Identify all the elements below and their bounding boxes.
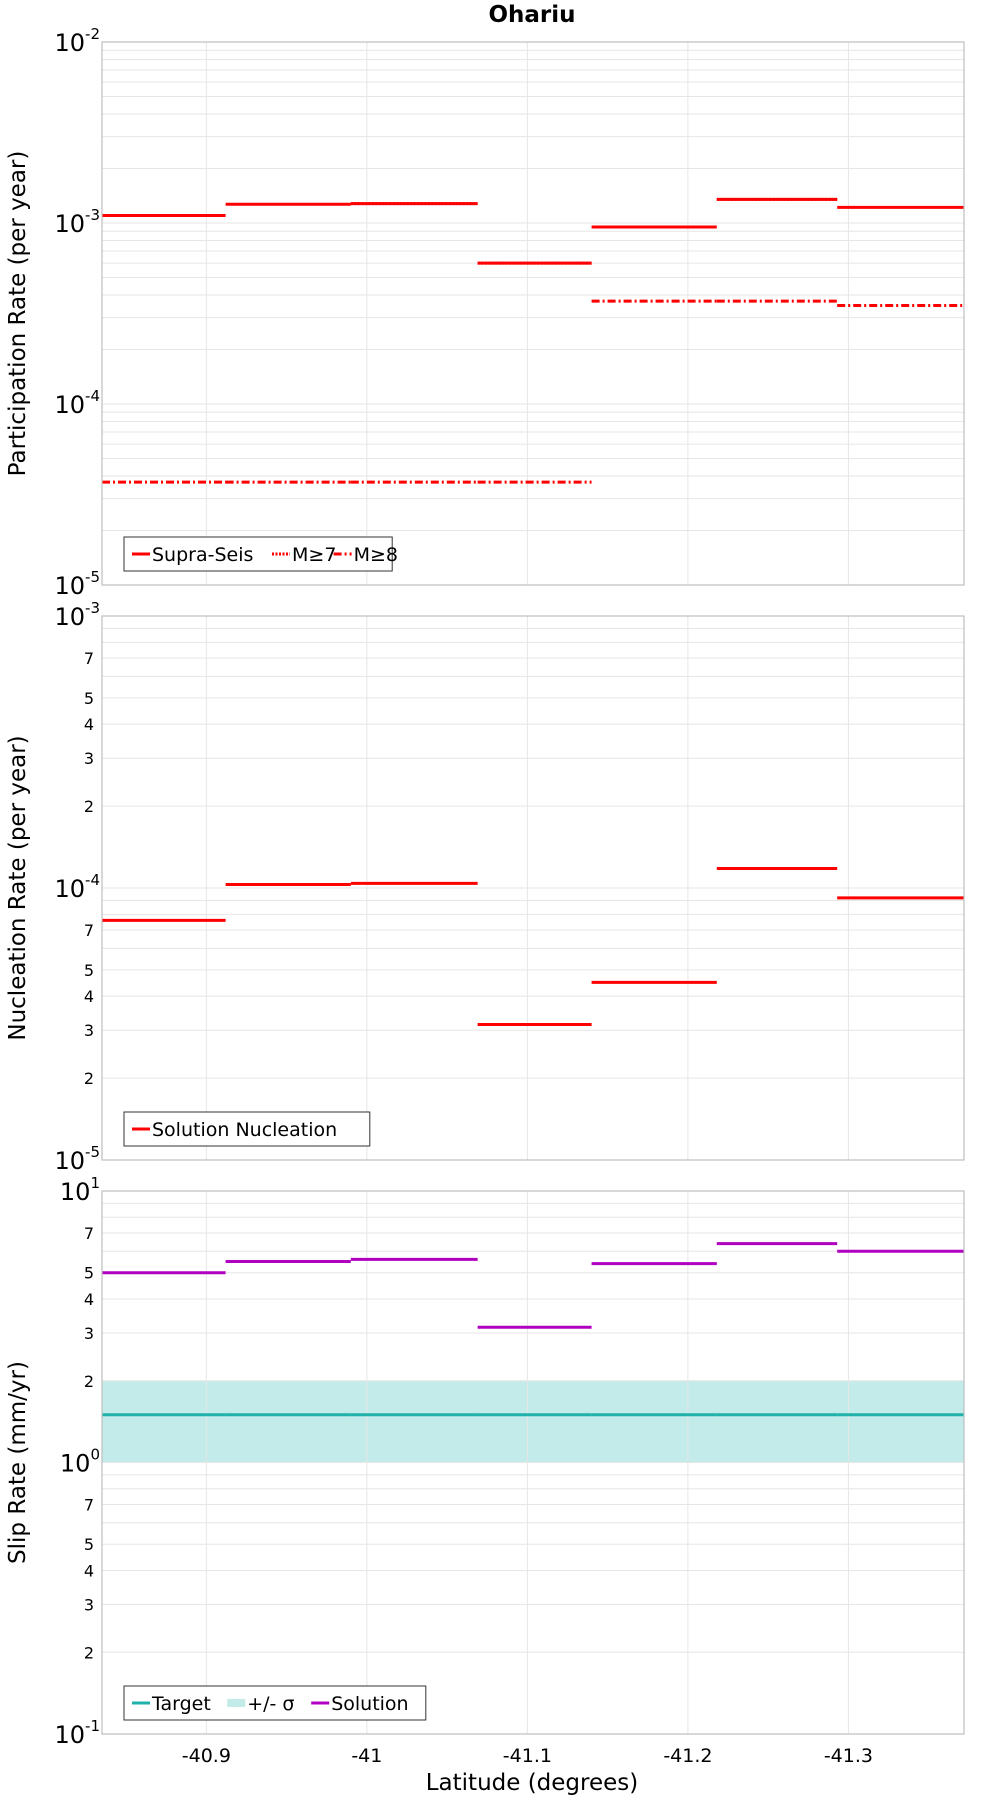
x-axis-ticks: -40.9 -41 -41.1 -41.2 -41.3	[182, 1745, 873, 1767]
sigma-band	[102, 1380, 964, 1463]
x-tick-label: -40.9	[182, 1745, 231, 1767]
y-tick-label: 100	[60, 1446, 100, 1478]
y-axis-title: Nucleation Rate (per year)	[5, 735, 31, 1040]
y-minor-tick-label: 7	[84, 1224, 94, 1243]
legend-box	[123, 536, 393, 572]
y-minor-tick-label: 4	[84, 1562, 94, 1581]
y-minor-tick-label: 2	[84, 797, 94, 816]
y-axis-title: Participation Rate (per year)	[5, 151, 31, 477]
series-solution	[102, 1242, 964, 1329]
y-minor-tick-label: 4	[84, 987, 94, 1006]
y-minor-tick-label: 2	[84, 1643, 94, 1662]
y-minor-tick-label: 7	[84, 921, 94, 940]
y-minor-tick-label: 4	[84, 715, 94, 734]
legend-label: M≥7	[292, 544, 336, 566]
y-minor-tick-label: 2	[84, 1069, 94, 1088]
legend-label: Target	[151, 1693, 211, 1715]
x-tick-label: -41.1	[503, 1745, 552, 1767]
y-minor-tick-label: 5	[84, 1264, 94, 1283]
y-tick-label: 10-5	[54, 1143, 100, 1175]
y-minor-tick-label: 3	[84, 1021, 94, 1040]
x-tick-label: -41.2	[663, 1745, 712, 1767]
y-tick-label: 10-4	[54, 871, 100, 903]
legend: Supra-Seis M≥7 M≥8	[123, 536, 398, 572]
y-minor-tick-label: 5	[84, 689, 94, 708]
panel-3: 101 100 10-1 7 5 4 3 2 7 5 4 3 2 Slip Rate (mm/yr) Tar…	[5, 1174, 965, 1749]
y-tick-label: 10-3	[54, 599, 100, 631]
plot-frame	[101, 41, 965, 586]
y-minor-tick-label: 4	[84, 1290, 94, 1309]
legend-box	[123, 1685, 427, 1721]
y-minor-tick-label: 5	[84, 1535, 94, 1554]
y-minor-tick-label: 2	[84, 1372, 94, 1391]
x-axis-title: Latitude (degrees)	[426, 1770, 639, 1796]
panel-2: 10-3 10-4 10-5 7 5 4 3 2 7 5 4 3 2 Nucleation Rate (p…	[5, 599, 965, 1175]
legend: Solution Nucleation	[123, 1111, 371, 1147]
legend-label: Supra-Seis	[152, 544, 253, 566]
grid-lines	[102, 42, 964, 586]
panel-1: 10-2 10-3 10-4 10-5 Participation Rate (per …	[5, 25, 965, 600]
y-minor-tick-label: 3	[84, 1324, 94, 1343]
y-tick-label: 10-2	[54, 25, 100, 57]
y-minor-tick-label: 5	[84, 961, 94, 980]
chart-panels: 10-2 10-3 10-4 10-5 Participation Rate (per …	[5, 25, 965, 1767]
y-minor-tick-label: 7	[84, 1496, 94, 1515]
legend-label: Solution	[331, 1693, 408, 1715]
y-minor-tick-label: 3	[84, 1595, 94, 1614]
legend-label: Solution Nucleation	[152, 1119, 337, 1141]
series-solution-nucleation	[102, 866, 964, 1026]
y-tick-label: 10-1	[54, 1717, 100, 1749]
y-tick-label: 10-4	[54, 387, 100, 419]
grid-lines	[102, 616, 964, 1161]
legend-box	[123, 1111, 371, 1147]
plot-frame	[101, 615, 965, 1161]
y-minor-tick-label: 3	[84, 749, 94, 768]
y-tick-label: 10-3	[54, 206, 100, 238]
y-axis-title: Slip Rate (mm/yr)	[5, 1361, 31, 1564]
legend: Target +/- σ Solution	[123, 1685, 427, 1721]
grid-lines	[102, 1191, 964, 1735]
plot-frame	[101, 1190, 965, 1735]
y-minor-tick-label: 7	[84, 649, 94, 668]
series-m-8	[102, 299, 964, 484]
chart-title: Ohariu	[488, 2, 575, 28]
x-tick-label: -41	[351, 1745, 382, 1767]
plot-background	[102, 42, 964, 585]
legend-label: +/- σ	[247, 1693, 294, 1715]
y-tick-label: 101	[60, 1174, 100, 1206]
x-tick-label: -41.3	[824, 1745, 873, 1767]
series-m-7	[350, 197, 838, 265]
y-tick-label: 10-5	[54, 568, 100, 600]
legend-label: M≥8	[354, 544, 398, 566]
